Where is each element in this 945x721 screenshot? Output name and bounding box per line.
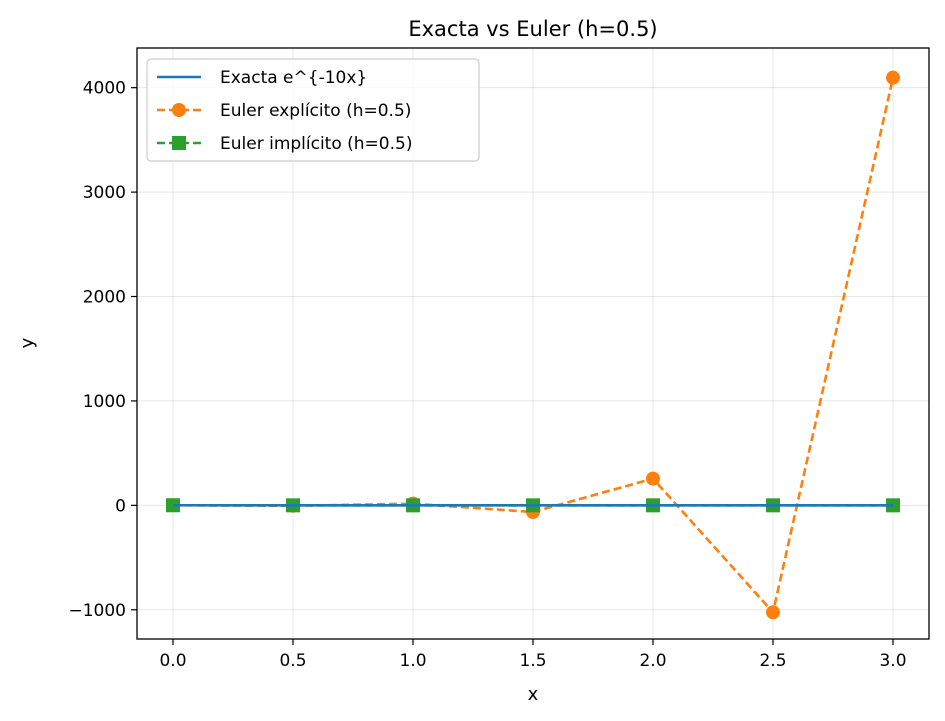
y-axis-ticks: −1000 0 1000 2000 3000 4000: [68, 79, 137, 621]
legend-marker-circle: [172, 103, 186, 117]
x-axis-ticks: 0.0 0.5 1.0 1.5 2.0 2.5 3.0: [159, 639, 907, 671]
legend: Exacta e^{-10x} Euler explícito (h=0.5) Eu…: [146, 58, 480, 162]
x-tick-label: 0.0: [159, 651, 186, 671]
x-axis-label: x: [528, 684, 539, 705]
y-tick-label: 0: [115, 496, 126, 516]
series-group: [166, 70, 900, 620]
x-tick-label: 3.0: [879, 651, 906, 671]
y-tick-label: 2000: [83, 288, 126, 308]
legend-box: [146, 58, 480, 162]
data-point-circle: [646, 471, 660, 486]
y-axis-label: y: [17, 337, 38, 348]
legend-label: Euler explícito (h=0.5): [220, 101, 411, 121]
x-tick-label: 2.5: [759, 651, 786, 671]
x-tick-label: 0.5: [279, 651, 306, 671]
y-tick-label: 1000: [83, 392, 126, 412]
x-tick-label: 2.0: [639, 651, 666, 671]
plot-frame: [136, 47, 930, 640]
y-tick-label: 3000: [83, 183, 126, 203]
legend-label: Exacta e^{-10x}: [220, 68, 367, 88]
data-point-circle: [766, 605, 780, 620]
chart-title: Exacta vs Euler (h=0.5): [408, 17, 657, 41]
y-tick-label: 4000: [83, 79, 126, 99]
legend-marker-square: [172, 136, 186, 150]
legend-item: Euler explícito (h=0.5): [157, 101, 411, 121]
legend-item: Euler implícito (h=0.5): [157, 134, 412, 154]
legend-item: Exacta e^{-10x}: [157, 68, 367, 88]
legend-label: Euler implícito (h=0.5): [220, 134, 412, 154]
x-tick-label: 1.0: [399, 651, 426, 671]
x-tick-label: 1.5: [519, 651, 546, 671]
y-tick-label: −1000: [68, 601, 126, 621]
data-point-circle: [886, 70, 900, 85]
